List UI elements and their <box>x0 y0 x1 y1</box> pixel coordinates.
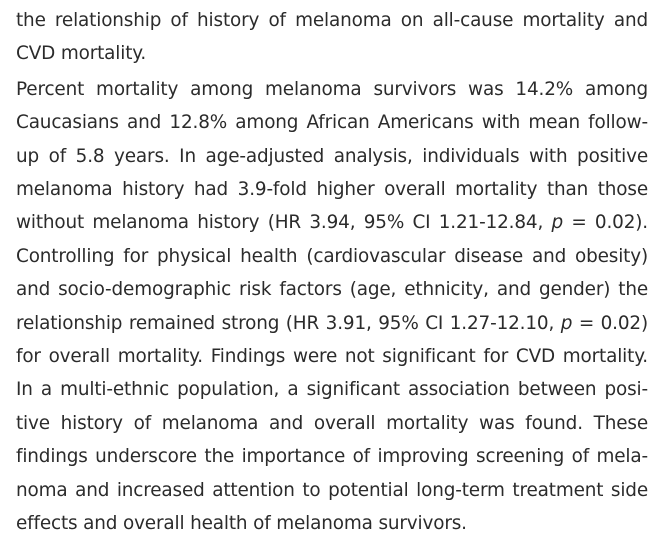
text-line: relationship remained strong (HR 3.91, 9… <box>16 307 648 340</box>
text-line: tive history of melanoma and overall mor… <box>16 413 648 434</box>
text-line: noma and increased attention to potentia… <box>16 480 648 501</box>
text-line: In a multi-ethnic population, a signific… <box>16 379 648 400</box>
p-value-symbol: p <box>551 212 564 233</box>
text-line: up of 5.8 years. In age-adjusted analysi… <box>16 146 648 167</box>
text-segment: without melanoma history (HR 3.94, 95% C… <box>16 212 552 233</box>
text-line: CVD mortality. <box>16 43 147 64</box>
text-line: melanoma history had 3.9-fold higher ove… <box>16 179 648 200</box>
text-line: the relationship of history of melanoma … <box>16 10 648 31</box>
text-line: Percent mortality among melanoma survivo… <box>16 79 648 100</box>
text-line: for overall mortality. Findings were not… <box>16 346 648 367</box>
text-segment: = 0.02). <box>563 212 648 233</box>
text-segment: relationship remained strong (HR 3.91, 9… <box>16 313 561 334</box>
text-line: and socio-demographic risk factors (age,… <box>16 279 648 300</box>
text-line: without melanoma history (HR 3.94, 95% C… <box>16 206 648 239</box>
text-line: findings underscore the importance of im… <box>16 446 648 467</box>
text-line: effects and overall health of melanoma s… <box>16 513 467 534</box>
text-segment: = 0.02) <box>572 313 648 334</box>
p-value-symbol: p <box>560 313 573 334</box>
text-line: Controlling for physical health (cardiov… <box>16 246 648 267</box>
text-line: Caucasians and 12.8% among African Ameri… <box>16 112 648 133</box>
